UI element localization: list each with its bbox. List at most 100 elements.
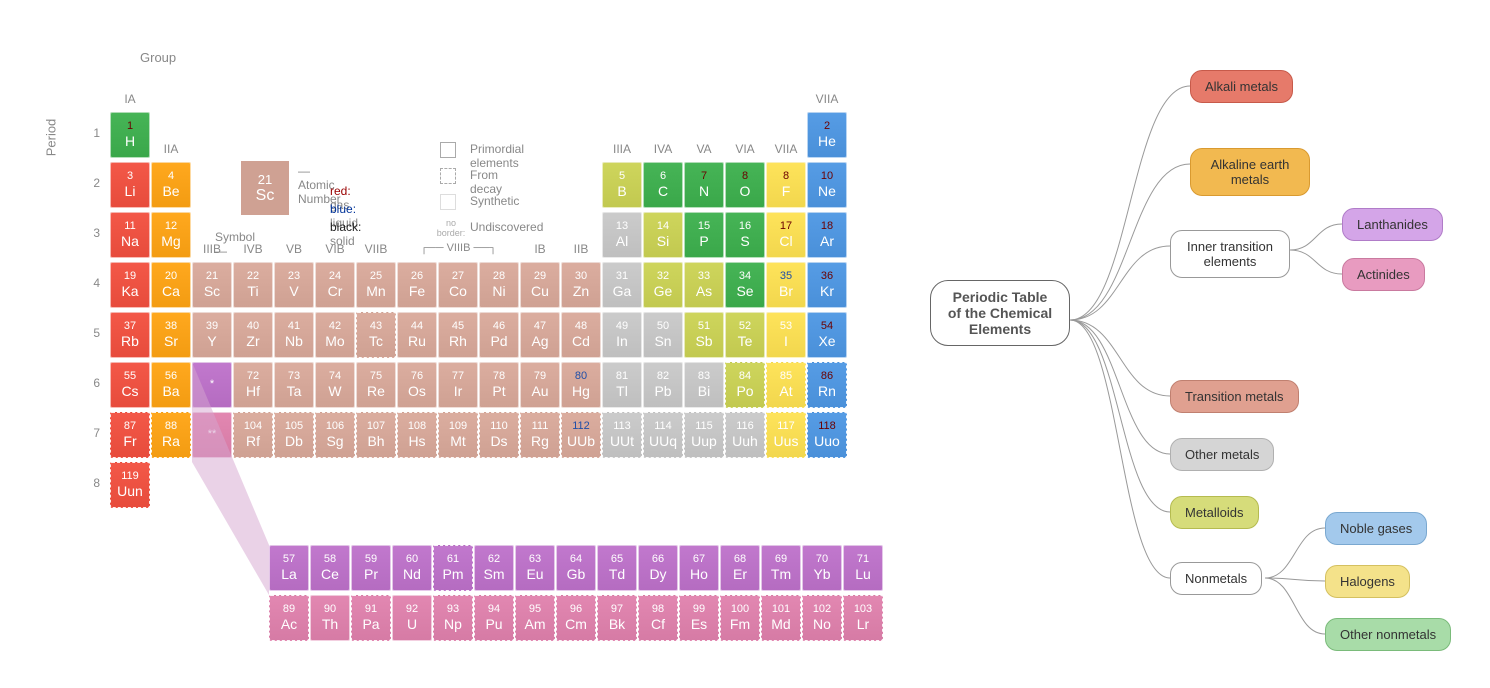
element-number: 95 <box>529 603 541 616</box>
element-symbol: Ac <box>281 616 297 633</box>
element-cell: 50Sn <box>643 312 683 358</box>
element-number: 7 <box>701 170 707 183</box>
element-symbol: Ti <box>247 283 258 300</box>
element-number: 118 <box>818 420 836 433</box>
element-number: 110 <box>490 420 508 433</box>
element-symbol: Sg <box>326 433 343 450</box>
element-cell: 25Mn <box>356 262 396 308</box>
element-number: 58 <box>324 553 336 566</box>
element-symbol: Ba <box>162 383 179 400</box>
element-symbol: Pb <box>654 383 671 400</box>
element-cell: 42Mo <box>315 312 355 358</box>
element-number: 29 <box>534 270 546 283</box>
element-number: 100 <box>731 603 749 616</box>
element-number: 99 <box>693 603 705 616</box>
element-symbol: Bi <box>698 383 710 400</box>
element-number: 32 <box>657 270 669 283</box>
element-number: 64 <box>570 553 582 566</box>
element-number: 2 <box>824 120 830 133</box>
element-symbol: Te <box>738 333 753 350</box>
element-number: 69 <box>775 553 787 566</box>
element-cell: 78Pt <box>479 362 519 408</box>
element-number: 119 <box>121 470 139 483</box>
element-symbol: Es <box>691 616 707 633</box>
element-number: 102 <box>813 603 831 616</box>
period-number: 4 <box>80 276 100 290</box>
element-symbol: Uuo <box>814 433 840 450</box>
element-number: 62 <box>488 553 500 566</box>
element-symbol: Cd <box>572 333 590 350</box>
element-number: 3 <box>127 170 133 183</box>
element-cell: 86Rn <box>807 362 847 408</box>
element-number: 114 <box>654 420 672 433</box>
element-cell: 61Pm <box>433 545 473 591</box>
element-symbol: Ho <box>690 566 708 583</box>
element-number: 48 <box>575 320 587 333</box>
element-number: 51 <box>698 320 710 333</box>
element-symbol: Np <box>444 616 462 633</box>
element-symbol: Ra <box>162 433 180 450</box>
element-cell: 10Ne <box>807 162 847 208</box>
element-symbol: Sm <box>484 566 505 583</box>
element-cell: 111Rg <box>520 412 560 458</box>
element-cell: 66Dy <box>638 545 678 591</box>
element-cell: 94Pu <box>474 595 514 641</box>
element-symbol: Uup <box>691 433 717 450</box>
element-cell: 52Te <box>725 312 765 358</box>
legend-solid: black: solid <box>330 220 361 248</box>
element-number: 34 <box>739 270 751 283</box>
element-symbol: Cr <box>328 283 343 300</box>
element-number: 31 <box>616 270 628 283</box>
mindmap-node-actin: Actinides <box>1342 258 1425 291</box>
element-number: 25 <box>370 270 382 283</box>
element-symbol: Ne <box>818 183 836 200</box>
mindmap-node-mloid: Metalloids <box>1170 496 1259 529</box>
element-number: 91 <box>365 603 377 616</box>
element-number: 5 <box>619 170 625 183</box>
element-symbol: W <box>328 383 341 400</box>
element-symbol: Uuh <box>732 433 758 450</box>
element-number: 35 <box>780 270 792 283</box>
element-symbol: Md <box>771 616 790 633</box>
element-number: 30 <box>575 270 587 283</box>
element-number: 15 <box>698 220 710 233</box>
element-cell: 79Au <box>520 362 560 408</box>
element-number: 71 <box>857 553 869 566</box>
element-cell: 8F <box>766 162 806 208</box>
element-symbol: H <box>125 133 135 150</box>
element-cell: 35Br <box>766 262 806 308</box>
element-symbol: Ce <box>321 566 339 583</box>
element-symbol: Br <box>779 283 793 300</box>
period-number: 3 <box>80 226 100 240</box>
period-number: 7 <box>80 426 100 440</box>
element-cell: 91Pa <box>351 595 391 641</box>
element-number: 41 <box>288 320 300 333</box>
element-cell: 28Ni <box>479 262 519 308</box>
group-header: VIIB <box>356 242 396 256</box>
element-number: 107 <box>367 420 385 433</box>
element-symbol: O <box>740 183 751 200</box>
element-symbol: UUb <box>567 433 595 450</box>
element-cell: 48Cd <box>561 312 601 358</box>
element-symbol: Nd <box>403 566 421 583</box>
element-symbol: Ni <box>492 283 505 300</box>
element-number: 13 <box>616 220 628 233</box>
element-cell: 101Md <box>761 595 801 641</box>
element-symbol: UUt <box>610 433 634 450</box>
element-number: 8 <box>783 170 789 183</box>
element-number: 53 <box>780 320 792 333</box>
element-symbol: Mt <box>450 433 466 450</box>
element-number: 111 <box>532 420 549 433</box>
group-header: IIIA <box>602 142 642 156</box>
element-cell: 37Rb <box>110 312 150 358</box>
period-axis-label: Period <box>43 119 58 157</box>
element-number: 87 <box>124 420 136 433</box>
element-symbol: Ka <box>121 283 138 300</box>
element-cell: 6C <box>643 162 683 208</box>
legend-primordial: Primordial elements <box>470 142 524 170</box>
element-cell: 102No <box>802 595 842 641</box>
element-cell: 95Am <box>515 595 555 641</box>
element-symbol: Td <box>609 566 625 583</box>
element-symbol: Pu <box>485 616 502 633</box>
element-number: 116 <box>736 420 754 433</box>
